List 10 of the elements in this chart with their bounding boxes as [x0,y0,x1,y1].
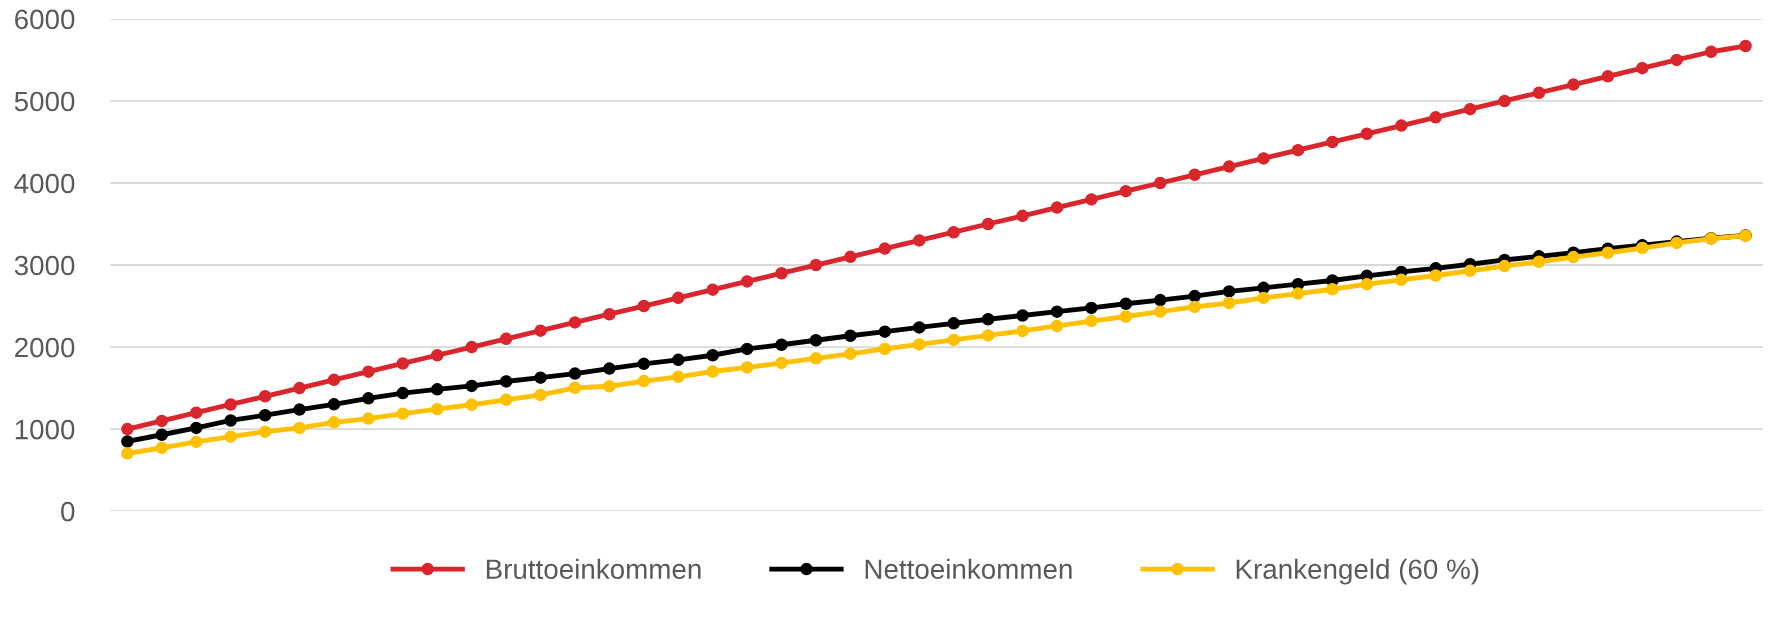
y-tick-label: 2000 [15,337,75,358]
legend-label: Nettoeinkommen [865,558,1072,580]
legend-label: Bruttoeinkommen [486,558,701,580]
y-tick-label: 1000 [15,419,75,440]
y-tick-label: 4000 [14,173,75,194]
y-tick-label: 0 [61,501,75,522]
legend-label: Krankengeld (60 %) [1236,558,1479,585]
y-tick-label: 6000 [15,9,75,30]
y-tick-label: 3000 [14,255,75,276]
y-tick-label: 5000 [14,91,75,112]
